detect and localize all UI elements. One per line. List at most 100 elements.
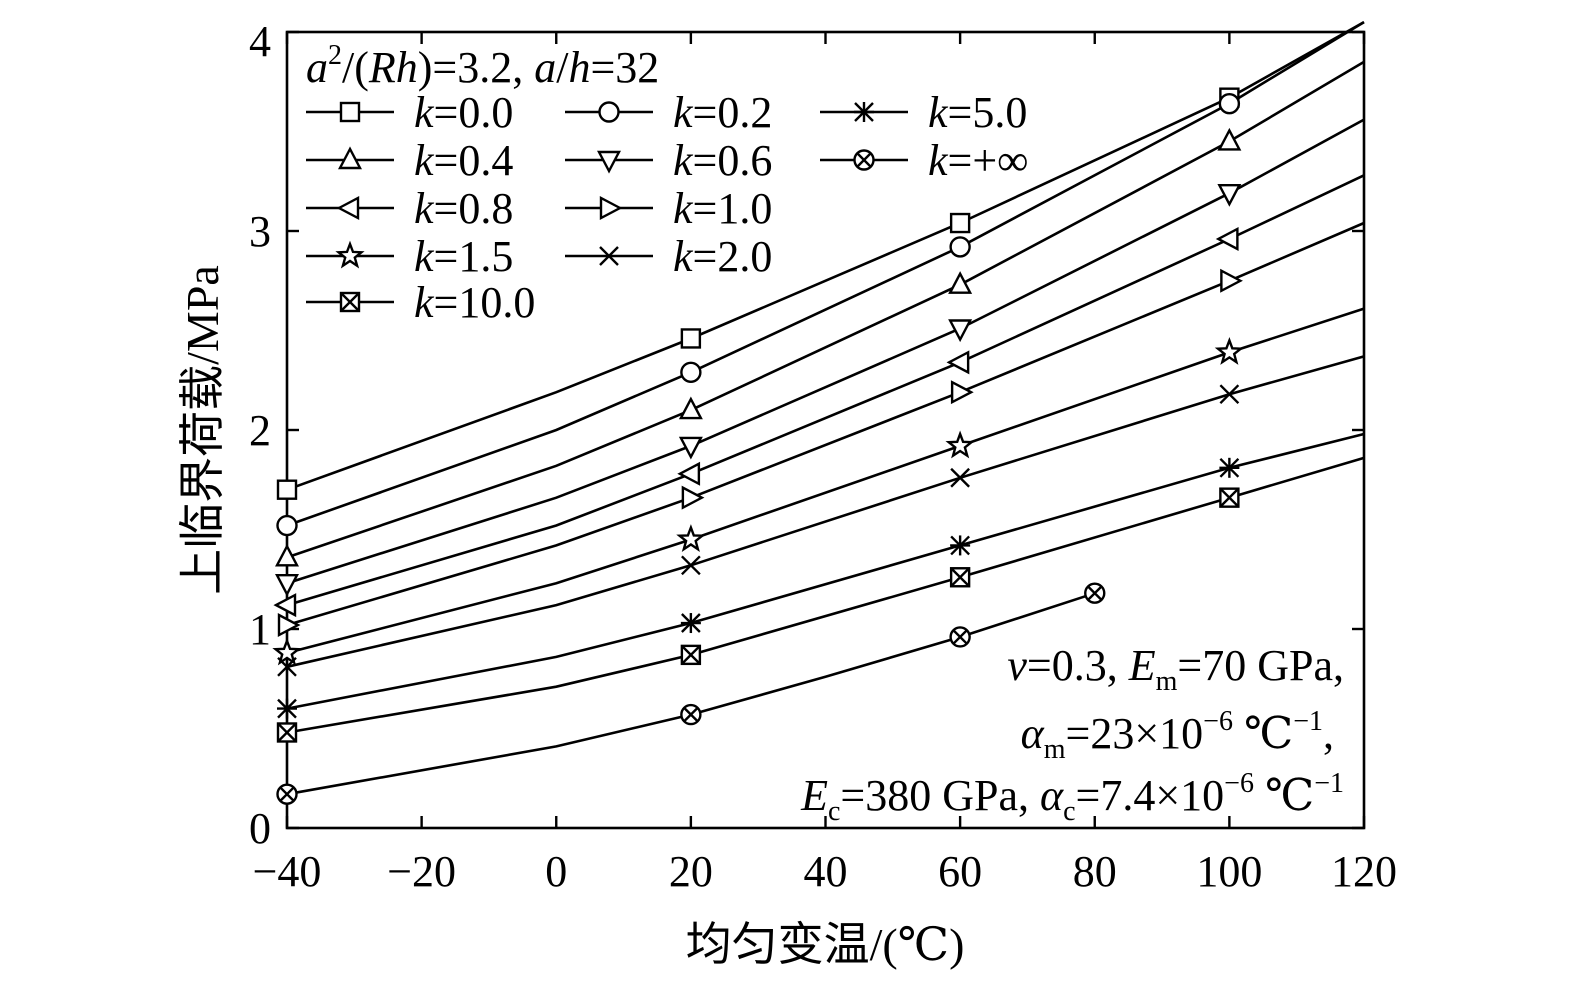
legend-entry-9: k=10.0	[306, 278, 535, 327]
marker-triangle-up	[1217, 127, 1242, 151]
x-tick-label: 80	[1073, 847, 1117, 896]
marker-circle	[598, 101, 620, 123]
legend-k: k	[414, 278, 435, 327]
marker-triangle-left	[273, 593, 297, 618]
legend-header: a2/(Rh)=3.2, a/h=32	[306, 40, 659, 92]
legend-label: k=0.4	[414, 136, 513, 185]
marker-triangle-up	[948, 271, 973, 294]
series-line-2	[286, 60, 1365, 559]
legend-k: k	[414, 136, 435, 185]
marker-triangle-down	[948, 319, 973, 343]
marker-boxed-x	[949, 567, 971, 588]
y-axis-title: 上临界荷载/MPa	[177, 265, 228, 595]
marker-boxed-x	[680, 644, 702, 666]
marker-boxed-x	[276, 722, 298, 743]
legend-entry-5: k=1.0	[565, 184, 772, 233]
legend-k: k	[414, 184, 435, 233]
series-lines	[286, 20, 1365, 796]
marker-star	[335, 240, 365, 269]
parameter-annotation: ν=0.3, Em=70 GPa, αm=23×10−6 ℃−1, Ec=380…	[800, 641, 1344, 827]
series-line-8	[286, 432, 1365, 710]
marker-circled-x	[680, 703, 702, 726]
marker-triangle-down	[1217, 183, 1242, 207]
marker-triangle-left	[336, 196, 360, 220]
x-axis-title: 均匀变温/(℃)	[686, 919, 965, 970]
legend-value: =0.6	[693, 136, 773, 185]
legend-value: =0.2	[693, 88, 773, 137]
x-tick-label: 60	[938, 847, 982, 896]
marker-asterisk	[277, 698, 297, 719]
marker-boxed-x	[339, 291, 361, 313]
legend-label: k=1.5	[414, 232, 513, 281]
marker-star	[676, 524, 706, 552]
legend-label: k=0.0	[414, 88, 513, 137]
legend-k: k	[673, 136, 694, 185]
y-tick-label: 3	[249, 207, 271, 256]
legend-value: =+∞	[948, 136, 1029, 185]
marker-circle	[1218, 92, 1241, 115]
marker-triangle-left	[946, 350, 970, 375]
marker-triangle-right	[950, 380, 974, 405]
annotation-line-1: ν=0.3, Em=70 GPa,	[1007, 641, 1344, 697]
marker-asterisk	[1219, 457, 1240, 478]
marker-square	[680, 328, 702, 349]
marker-circled-x	[1084, 582, 1106, 604]
series-line-6	[286, 307, 1365, 655]
marker-triangle-up	[275, 543, 299, 567]
legend-value: =5.0	[948, 88, 1028, 137]
x-tick-label: 100	[1196, 847, 1262, 896]
marker-asterisk	[680, 613, 701, 634]
legend-k: k	[928, 88, 949, 137]
marker-triangle-right	[277, 613, 301, 638]
legend-k: k	[673, 184, 694, 233]
legend-entry-7: k=2.0	[565, 232, 772, 281]
series-line-4	[286, 174, 1365, 607]
marker-x	[599, 246, 619, 266]
annotation-line-3: Ec=380 GPa, αc=7.4×10−6 ℃−1	[800, 768, 1344, 827]
legend-value: =0.0	[434, 88, 514, 137]
marker-square	[949, 212, 971, 234]
legend-k: k	[928, 136, 949, 185]
marker-circled-x	[853, 149, 875, 171]
legend-label: k=5.0	[928, 88, 1027, 137]
marker-circle	[680, 361, 702, 383]
legend-entry-8: k=5.0	[820, 88, 1027, 137]
legend-label: k=0.2	[673, 88, 772, 137]
series-line-0	[286, 20, 1365, 491]
y-tick-label: 4	[249, 17, 271, 66]
series-line-10	[286, 591, 1096, 796]
annotation-line-2: αm=23×10−6 ℃−1,	[1021, 706, 1334, 765]
legend: a2/(Rh)=3.2, a/h=32 k=0.0 k=0.2k=0.4 k=0.6…	[306, 40, 1029, 327]
legend-entry-0: k=0.0	[306, 88, 513, 137]
legend-entry-4: k=0.8	[306, 184, 513, 233]
legend-entry-1: k=0.2	[565, 88, 772, 137]
legend-value: =0.4	[434, 136, 514, 185]
marker-triangle-up	[338, 146, 362, 170]
legend-label: k=10.0	[414, 278, 535, 327]
series-line-9	[286, 456, 1365, 734]
legend-k: k	[414, 232, 435, 281]
marker-triangle-right	[1220, 268, 1243, 293]
marker-asterisk	[950, 535, 971, 556]
series-line-1	[286, 20, 1365, 527]
legend-value: =0.8	[434, 184, 514, 233]
marker-triangle-right	[599, 196, 623, 220]
y-tick-labels: 0 1 2 3 4	[249, 17, 271, 853]
marker-triangle-left	[1215, 226, 1239, 251]
marker-star	[945, 430, 975, 459]
legend-entry-2: k=0.4	[306, 136, 513, 185]
marker-triangle-down	[275, 574, 299, 597]
x-tick-label: −40	[253, 847, 322, 896]
marker-triangle-right	[681, 485, 705, 510]
marker-circled-x	[949, 626, 971, 648]
legend-label: k=2.0	[673, 232, 772, 281]
marker-circled-x	[276, 783, 298, 805]
marker-triangle-left	[677, 461, 701, 486]
legend-k: k	[414, 88, 435, 137]
legend-value: =1.0	[693, 184, 773, 233]
legend-value: =2.0	[693, 232, 773, 281]
legend-entry-3: k=0.6	[565, 136, 772, 185]
x-tick-label: 40	[804, 847, 848, 896]
y-tick-label: 2	[249, 406, 271, 455]
marker-circle	[949, 236, 971, 258]
